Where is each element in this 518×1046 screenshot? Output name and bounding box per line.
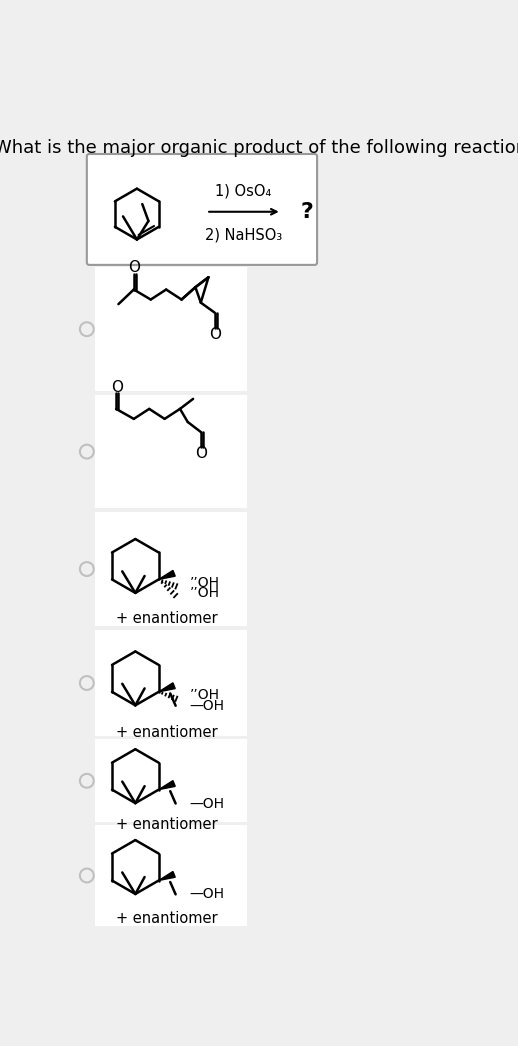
- Text: + enantiomer: + enantiomer: [116, 817, 218, 832]
- Text: —OH: —OH: [190, 699, 224, 712]
- Text: 2) NaHSO₃: 2) NaHSO₃: [205, 228, 282, 243]
- Polygon shape: [159, 570, 175, 579]
- FancyBboxPatch shape: [94, 267, 247, 391]
- Text: + enantiomer: + enantiomer: [116, 725, 218, 740]
- Text: ?: ?: [301, 202, 314, 222]
- Text: + enantiomer: + enantiomer: [116, 911, 218, 926]
- Text: 1) OsO₄: 1) OsO₄: [215, 184, 271, 199]
- Polygon shape: [159, 780, 175, 790]
- FancyBboxPatch shape: [94, 824, 247, 927]
- FancyBboxPatch shape: [94, 740, 247, 822]
- Text: ’’OH: ’’OH: [190, 587, 220, 600]
- Text: —OH: —OH: [190, 887, 224, 902]
- FancyBboxPatch shape: [87, 154, 317, 265]
- Text: O: O: [128, 260, 140, 275]
- Text: O: O: [209, 326, 221, 342]
- Text: What is the major organic product of the following reaction?: What is the major organic product of the…: [0, 139, 518, 157]
- Text: O: O: [196, 446, 208, 461]
- Text: ’’OH: ’’OH: [190, 575, 220, 590]
- FancyBboxPatch shape: [94, 513, 247, 626]
- Polygon shape: [159, 683, 175, 691]
- Text: —OH: —OH: [190, 796, 224, 811]
- FancyBboxPatch shape: [94, 630, 247, 736]
- Polygon shape: [159, 871, 175, 881]
- Text: + enantiomer: + enantiomer: [116, 611, 218, 626]
- Text: O: O: [111, 380, 123, 394]
- FancyBboxPatch shape: [94, 395, 247, 508]
- Text: ’’OH: ’’OH: [190, 688, 220, 702]
